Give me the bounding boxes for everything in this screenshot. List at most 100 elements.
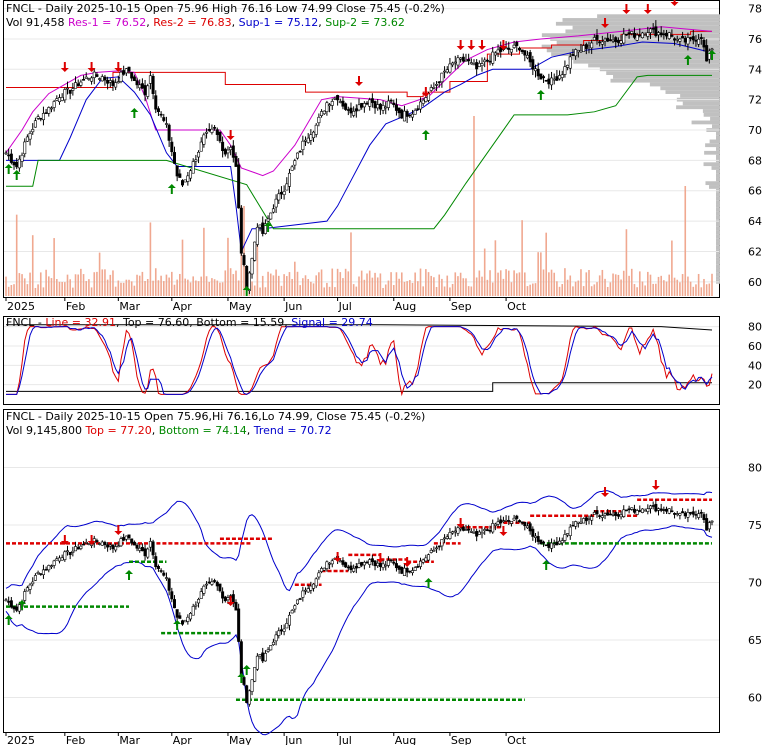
candle-body — [4, 152, 8, 155]
candle-body — [293, 160, 297, 166]
trend-up-arrow — [125, 570, 134, 580]
trend-candle-body — [162, 572, 166, 576]
trend-tick-label: 65 — [748, 634, 762, 647]
volume-bar — [101, 269, 104, 296]
trend-candle-body — [207, 581, 211, 584]
volume-bar — [443, 286, 446, 296]
trend-candle-body — [226, 597, 230, 601]
volume-bar — [168, 277, 170, 296]
trend-candle-body — [488, 529, 492, 532]
volume-bar — [39, 272, 42, 296]
candle-body — [673, 38, 677, 41]
candle-body — [132, 76, 136, 81]
volume-bar — [10, 285, 13, 296]
volume-bar — [58, 281, 61, 296]
candle-body — [459, 57, 463, 60]
trend-candle-body — [517, 520, 521, 523]
volume-bar — [259, 287, 261, 296]
trend-candle-body — [114, 546, 118, 551]
candle-body — [419, 101, 423, 110]
candle-body — [606, 37, 610, 42]
candle-body — [560, 74, 564, 78]
trend-candle-body — [507, 520, 511, 522]
month-label: Aug — [395, 300, 416, 313]
volume-bar — [384, 284, 387, 296]
trend-candle-body — [376, 562, 380, 567]
trend-candle-body — [23, 591, 27, 601]
trend-candle-body — [536, 536, 540, 542]
candle-body — [373, 101, 377, 109]
profile-bin — [716, 272, 720, 277]
trend-month-label: May — [229, 734, 252, 745]
candle-body — [453, 61, 457, 64]
trend-month-label: Feb — [66, 734, 85, 745]
oscillator-panel: 80 60 40 20 FNCL - Line = 32.91, Top = 76.6… — [3, 316, 762, 405]
volume-bar — [253, 285, 256, 296]
trend-candle-body — [469, 531, 473, 533]
volume-bar — [37, 284, 39, 296]
candle-body — [352, 111, 356, 116]
candle-body — [247, 272, 251, 291]
volume-bar — [534, 283, 537, 296]
candle-body — [60, 97, 64, 101]
candle-body — [9, 153, 13, 163]
volume-bar — [88, 279, 90, 296]
trend-candle-body — [140, 547, 144, 552]
trend-candle-body — [354, 566, 358, 569]
candle-body — [643, 34, 647, 36]
volume-bar — [457, 276, 459, 296]
volume-bar — [85, 281, 88, 296]
trend-candle-body — [159, 570, 163, 572]
volume-bar — [219, 282, 221, 296]
volume-bar — [703, 278, 705, 296]
trend-candle-body — [314, 578, 318, 587]
candle-body — [271, 208, 275, 213]
volume-bar — [564, 268, 566, 296]
volume-bar — [625, 229, 628, 296]
volume-bar — [82, 274, 85, 296]
trend-candle-body — [218, 583, 222, 592]
trend-candle-body — [640, 508, 644, 513]
volume-bar — [320, 269, 323, 296]
up-arrow — [708, 50, 716, 60]
candle-body — [622, 33, 626, 44]
profile-bin — [716, 154, 720, 159]
trend-candle-body — [63, 551, 67, 560]
candle-body — [598, 41, 602, 44]
trend-candle-body — [7, 601, 11, 603]
volume-bar — [173, 284, 176, 296]
candle-body — [221, 141, 225, 152]
volume-bar — [475, 277, 478, 296]
candle-body — [183, 179, 187, 183]
candle-body — [162, 117, 166, 121]
trend-candle-body — [178, 615, 182, 619]
candle-body — [368, 99, 372, 107]
volume-bar — [614, 274, 617, 296]
trend-candle-body — [576, 521, 580, 524]
volume-bar — [398, 278, 400, 296]
profile-bin — [716, 200, 720, 205]
candle-body — [68, 89, 72, 94]
trend-candle-body — [392, 561, 396, 564]
volume-bar — [529, 284, 531, 296]
trend-month-label: Sep — [451, 734, 472, 745]
candle-body — [587, 45, 591, 48]
candle-body — [285, 183, 289, 191]
down-arrow — [478, 40, 487, 50]
candle-body — [576, 50, 580, 53]
volume-bar — [261, 275, 264, 296]
volume-bar — [235, 270, 237, 296]
trend-candle-body — [451, 531, 455, 534]
profile-bin — [716, 226, 720, 231]
candle-body — [82, 79, 86, 81]
volume-bar — [31, 235, 34, 296]
candle-body — [539, 73, 543, 80]
candle-body — [392, 102, 396, 105]
candle-body — [17, 158, 21, 169]
trend-candle-body — [175, 609, 179, 618]
volume-bar — [296, 271, 299, 296]
trend-candle-body — [584, 517, 588, 522]
volume-bar — [331, 268, 334, 296]
osc-line — [6, 326, 713, 397]
trend-candle-body — [344, 562, 348, 568]
